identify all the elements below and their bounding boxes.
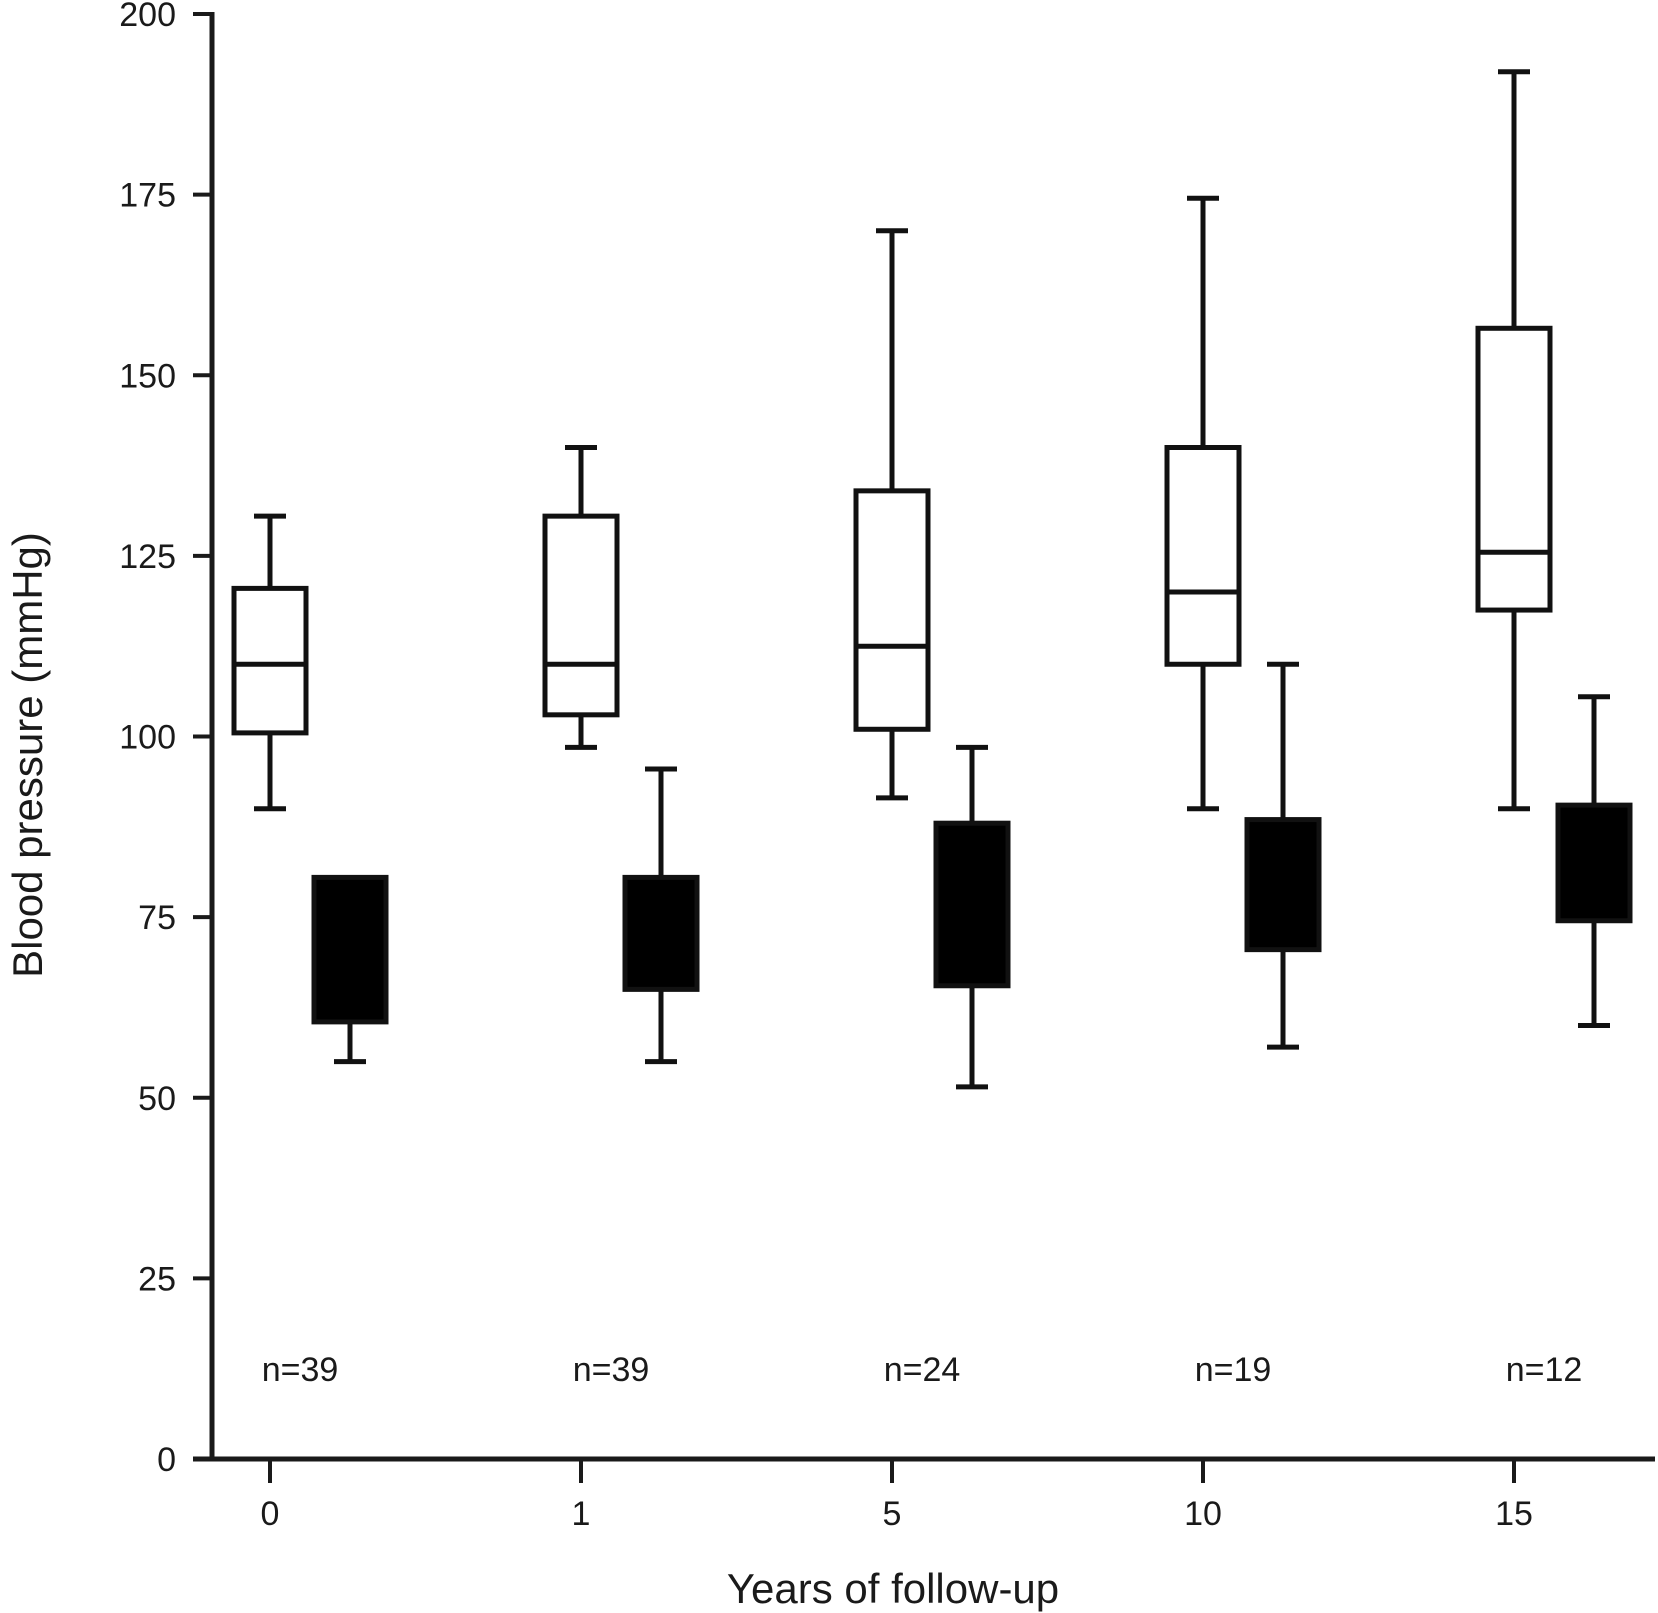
y-axis-ticks: 0 25 50 75 100 125 150 175 200 bbox=[119, 0, 212, 1479]
x-tick-label: 15 bbox=[1495, 1495, 1533, 1533]
box-iqr bbox=[933, 820, 1011, 989]
y-tick-label: 0 bbox=[157, 1441, 176, 1479]
y-axis-title: Blood pressure (mmHg) bbox=[4, 532, 51, 978]
y-tick-label: 175 bbox=[119, 177, 176, 215]
box-iqr bbox=[1164, 445, 1242, 667]
sample-size-label: n=19 bbox=[1195, 1351, 1272, 1389]
box-iqr bbox=[622, 874, 700, 992]
open-box bbox=[542, 445, 620, 750]
sample-size-label: n=39 bbox=[573, 1351, 650, 1389]
y-tick-label: 100 bbox=[119, 719, 176, 757]
sample-size-labels: n=39 n=39 n=24 n=19 n=12 bbox=[262, 1351, 1583, 1389]
y-tick-label: 75 bbox=[138, 899, 176, 937]
sample-size-label: n=39 bbox=[262, 1351, 339, 1389]
filled-box bbox=[311, 874, 389, 1065]
box-iqr bbox=[542, 513, 620, 718]
x-tick-label: 5 bbox=[883, 1495, 902, 1533]
filled-box bbox=[1244, 661, 1322, 1050]
sample-size-label: n=24 bbox=[884, 1351, 961, 1389]
x-axis-title: Years of follow-up bbox=[727, 1565, 1059, 1612]
filled-box bbox=[622, 766, 700, 1065]
y-tick-label: 200 bbox=[119, 0, 176, 34]
y-tick-label: 125 bbox=[119, 538, 176, 576]
open-box bbox=[231, 513, 309, 812]
y-tick-label: 25 bbox=[138, 1260, 176, 1298]
open-box bbox=[853, 228, 931, 801]
box-iqr bbox=[1475, 325, 1553, 613]
open-box bbox=[1475, 69, 1553, 812]
x-tick-label: 0 bbox=[261, 1495, 280, 1533]
box-plot-boxes bbox=[231, 69, 1633, 1090]
box-iqr bbox=[1244, 817, 1322, 953]
x-tick-label: 10 bbox=[1184, 1495, 1222, 1533]
x-tick-label: 1 bbox=[572, 1495, 591, 1533]
box-iqr bbox=[1555, 802, 1633, 924]
box-iqr bbox=[853, 488, 931, 732]
sample-size-label: n=12 bbox=[1506, 1351, 1583, 1389]
y-tick-label: 50 bbox=[138, 1080, 176, 1118]
filled-box bbox=[1555, 694, 1633, 1028]
x-axis-ticks: 0 1 5 10 15 bbox=[261, 1459, 1533, 1533]
y-tick-label: 150 bbox=[119, 357, 176, 395]
open-box bbox=[1164, 195, 1242, 812]
box-iqr bbox=[311, 874, 389, 1025]
filled-box bbox=[933, 744, 1011, 1090]
box-iqr bbox=[231, 585, 309, 736]
